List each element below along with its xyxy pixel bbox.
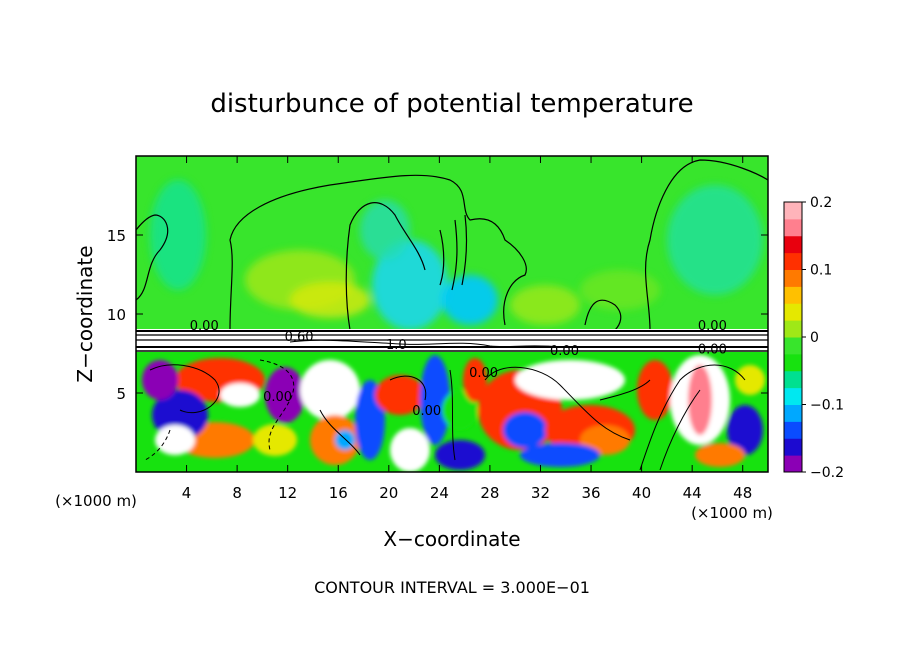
x-unit-label-left: (×1000 m) xyxy=(55,492,137,510)
contour-label: 0.00 xyxy=(190,319,219,334)
colorbar-segment xyxy=(784,202,802,220)
x-tick-label: 24 xyxy=(430,484,449,502)
x-tick-label: 36 xyxy=(581,484,600,502)
contour-label: 0.00 xyxy=(469,366,498,381)
colorbar-segment xyxy=(784,421,802,439)
contour-label: 0.00 xyxy=(698,319,727,334)
colorbar: 0.2 0.1 0 −0.1 −0.2 xyxy=(783,195,844,481)
lower-layer-anomalies xyxy=(142,355,765,472)
colorbar-segment xyxy=(784,387,802,405)
colorbar-segment xyxy=(784,438,802,456)
colorbar-tick-label: 0.1 xyxy=(810,263,832,279)
y-tick-label: 10 xyxy=(107,306,126,324)
plot-area: 0.00 0.60 1.0 0.00 0.00 0.00 0.00 0.00 0.00 xyxy=(136,156,768,472)
y-axis-label: Z−coordinate xyxy=(73,245,97,382)
contour-label: 1.0 xyxy=(386,338,407,353)
colorbar-tick-label: 0 xyxy=(810,330,819,346)
upper-layer-contours xyxy=(136,159,768,331)
x-tick-label: 40 xyxy=(632,484,651,502)
colorbar-segment xyxy=(784,235,802,254)
x-tick-label: 4 xyxy=(182,484,192,502)
x-unit-label-right: (×1000 m) xyxy=(691,504,773,522)
colorbar-segment xyxy=(784,252,802,270)
lower-layer-contours xyxy=(144,359,746,471)
colorbar-tick-label: −0.2 xyxy=(810,465,844,481)
contour-label: 0.00 xyxy=(412,404,441,419)
contour-labels: 0.00 0.60 1.0 0.00 0.00 0.00 0.00 0.00 0.00 xyxy=(190,319,727,419)
chart-title: disturbunce of potential temperature xyxy=(210,89,693,119)
interface-layer xyxy=(136,329,768,353)
colorbar-segment xyxy=(784,303,802,321)
colorbar-segment xyxy=(784,353,802,372)
colorbar-segment xyxy=(784,370,802,389)
x-tick-label: 16 xyxy=(329,484,348,502)
x-tick-label: 44 xyxy=(683,484,702,502)
y-tick-label: 15 xyxy=(107,227,126,245)
colorbar-segment xyxy=(784,218,802,237)
colorbar-segment xyxy=(784,337,802,355)
contour-label: 0.00 xyxy=(698,343,727,358)
x-axis: 4 8 12 16 20 24 28 32 36 40 44 48 xyxy=(182,156,752,502)
y-axis: 5 10 15 xyxy=(107,227,768,403)
interface-lines xyxy=(136,330,768,352)
contour-interval-footer: CONTOUR INTERVAL = 3.000E−01 xyxy=(314,578,590,597)
y-tick-label: 5 xyxy=(116,385,126,403)
x-tick-label: 8 xyxy=(232,484,242,502)
x-tick-label: 20 xyxy=(379,484,398,502)
x-tick-label: 28 xyxy=(480,484,499,502)
contour-label: 0.00 xyxy=(263,390,292,405)
x-tick-label: 32 xyxy=(531,484,550,502)
colorbar-tick-label: −0.1 xyxy=(810,398,844,414)
x-tick-label: 48 xyxy=(733,484,752,502)
colorbar-segment xyxy=(784,286,802,304)
colorbar-segment xyxy=(784,320,802,338)
colorbar-tick-label: 0.2 xyxy=(810,195,832,211)
contour-label: 0.00 xyxy=(550,344,579,359)
x-axis-label: X−coordinate xyxy=(383,527,520,551)
colorbar-segment xyxy=(784,404,802,422)
colorbar-segment xyxy=(784,269,802,287)
colorbar-segment xyxy=(784,455,802,473)
x-tick-label: 12 xyxy=(278,484,297,502)
contour-label: 0.60 xyxy=(285,330,314,345)
